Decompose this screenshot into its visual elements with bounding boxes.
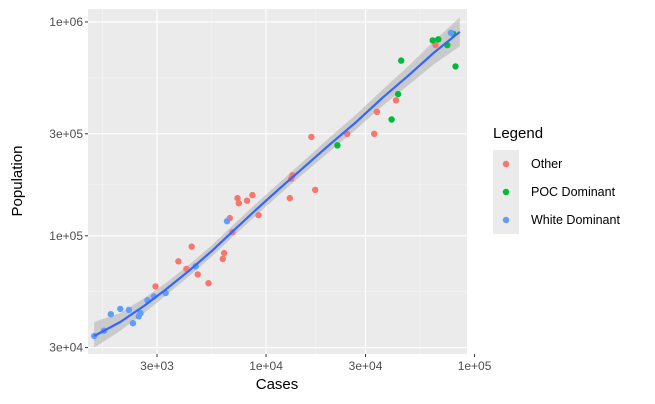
legend-entries: Other POC Dominant White Dominant (493, 150, 620, 234)
point-other (249, 191, 256, 199)
point-white-dominant (107, 311, 115, 318)
point-other (392, 97, 400, 104)
point-white-dominant (117, 305, 124, 313)
point-poc-dominant (429, 37, 436, 44)
legend-label-other: Other (531, 157, 562, 171)
point-white-dominant (129, 320, 137, 327)
point-other (286, 194, 293, 202)
point-white-dominant (137, 309, 144, 317)
point-poc-dominant (334, 142, 341, 149)
x-tick-label: 1e+05 (458, 359, 492, 373)
point-poc-dominant (394, 90, 402, 98)
point-white-dominant (447, 29, 455, 36)
y-axis-title: Population (9, 146, 26, 217)
x-tick-label: 1e+04 (249, 359, 283, 373)
point-other (235, 200, 242, 207)
legend: Legend Other POC Dominant White Dominant (493, 125, 620, 234)
point-other (152, 283, 159, 290)
legend-title: Legend (493, 125, 543, 142)
x-tick-label: 3e+04 (349, 359, 383, 373)
point-white-dominant (125, 306, 133, 314)
legend-swatch-poc-dominant (502, 188, 510, 196)
point-other (194, 271, 201, 278)
y-axis-ticks: 3e+04 1e+05 3e+05 1e+06 (49, 15, 88, 355)
point-other (308, 133, 315, 141)
y-tick-label: 1e+06 (49, 15, 83, 29)
point-poc-dominant (435, 36, 442, 43)
point-poc-dominant (398, 57, 405, 64)
x-axis-ticks: 3e+03 1e+04 3e+04 1e+05 (140, 354, 492, 373)
x-axis-title: Cases (256, 376, 299, 393)
x-tick-label: 3e+03 (140, 359, 174, 373)
point-other (243, 197, 251, 204)
point-other (221, 249, 228, 257)
legend-swatch-other (502, 160, 510, 168)
legend-label-white-dominant: White Dominant (531, 213, 620, 227)
point-white-dominant (223, 218, 231, 225)
trend-line-path (93, 30, 461, 337)
legend-label-poc-dominant: POC Dominant (531, 185, 616, 199)
point-other (312, 186, 319, 194)
y-tick-label: 1e+05 (49, 229, 83, 243)
point-other (371, 130, 378, 137)
point-poc-dominant (452, 63, 459, 70)
point-other (234, 194, 241, 202)
point-other (432, 41, 439, 49)
point-other (188, 243, 195, 250)
point-poc-dominant (388, 116, 395, 123)
grid-major (88, 9, 476, 354)
point-other (175, 258, 182, 265)
point-other (205, 280, 212, 287)
y-tick-label: 3e+04 (49, 341, 83, 355)
point-other (373, 108, 381, 116)
data-points (91, 29, 459, 340)
point-other (219, 255, 226, 263)
legend-swatch-white-dominant (502, 216, 510, 224)
trend-line (93, 30, 461, 337)
y-tick-label: 3e+05 (49, 127, 83, 141)
point-other (255, 211, 262, 219)
